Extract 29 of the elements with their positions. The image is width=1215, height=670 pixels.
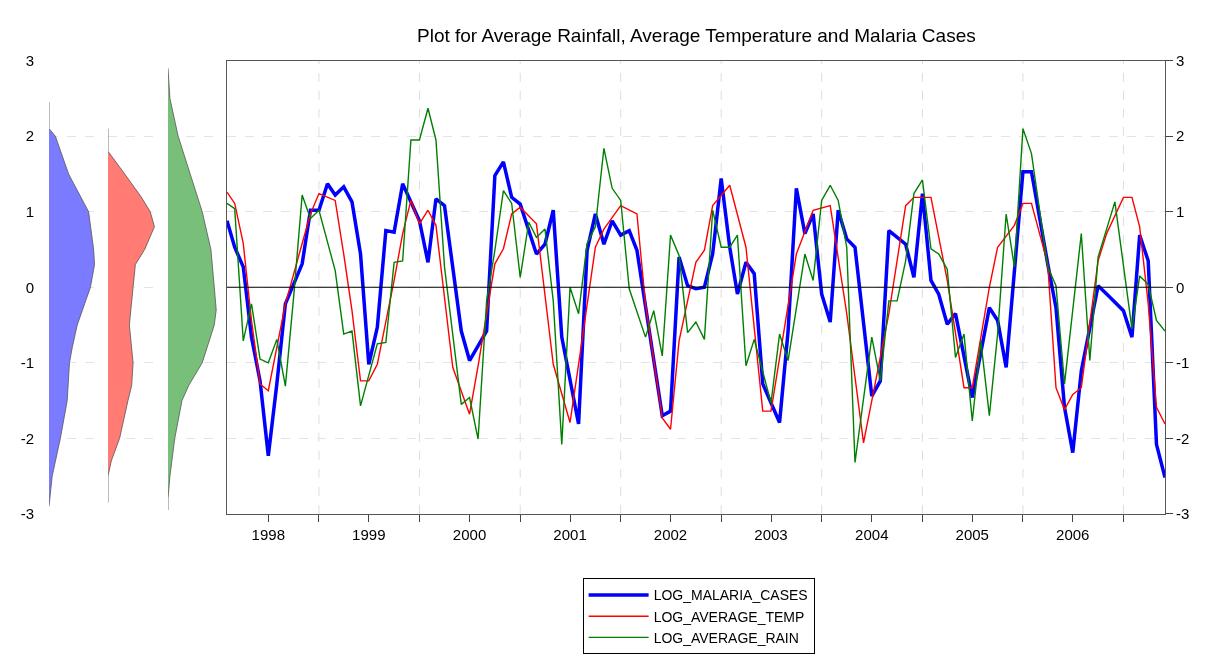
y-tick-label: 3 — [25, 51, 34, 69]
y-tick-label: 2 — [1176, 127, 1185, 145]
x-tick-label: 2002 — [653, 525, 688, 543]
y-tick-label: -3 — [1176, 505, 1190, 523]
x-tick-label: 2000 — [452, 525, 487, 543]
line-series — [227, 107, 1165, 464]
x-tick-label: 2003 — [754, 525, 788, 543]
x-tick-label: 1998 — [251, 525, 285, 543]
line-series — [227, 184, 1165, 444]
y-tick-label: 1 — [25, 202, 34, 220]
y-tick-label: -1 — [20, 354, 34, 372]
y-tick-label: 2 — [25, 127, 34, 145]
x-tick-label: 1999 — [352, 525, 386, 543]
y-tick-label: -1 — [1176, 354, 1190, 372]
x-tick-label: 2004 — [855, 525, 889, 543]
x-tick-label: 2005 — [955, 525, 989, 543]
y-tick-label: -3 — [20, 505, 34, 523]
y-tick-label: 0 — [25, 278, 34, 296]
x-tick-label: 2006 — [1056, 525, 1090, 543]
chart-title: Plot for Average Rainfall, Average Temperature and Malaria Cases — [417, 25, 976, 46]
y-tick-label: -2 — [20, 429, 34, 447]
y-tick-label: 3 — [1176, 51, 1185, 69]
legend-label: LOG_AVERAGE_RAIN — [653, 629, 799, 646]
y-tick-label: 0 — [1176, 278, 1185, 296]
legend-label: LOG_AVERAGE_TEMP — [653, 608, 805, 625]
y-tick-label: 1 — [1176, 202, 1185, 220]
y-tick-label: -2 — [1176, 429, 1190, 447]
x-tick-label: 2001 — [553, 525, 587, 543]
legend-label: LOG_MALARIA_CASES — [653, 587, 808, 604]
